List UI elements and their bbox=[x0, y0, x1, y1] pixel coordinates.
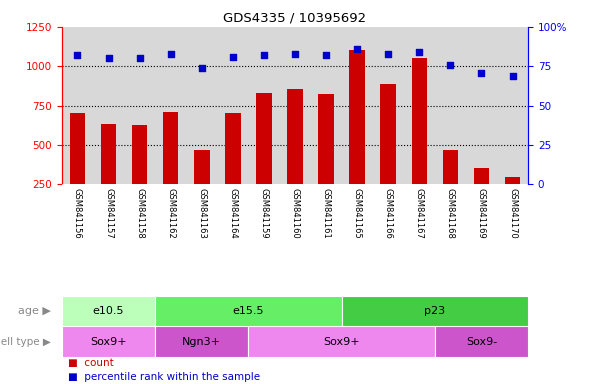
Bar bbox=[318, 94, 334, 184]
Text: ■  count: ■ count bbox=[68, 358, 114, 368]
Point bbox=[73, 52, 82, 58]
Text: Ngn3+: Ngn3+ bbox=[182, 337, 221, 347]
Bar bbox=[163, 112, 178, 184]
Text: GSM841162: GSM841162 bbox=[166, 188, 175, 238]
Text: GSM841160: GSM841160 bbox=[290, 188, 300, 238]
Bar bbox=[349, 50, 365, 184]
Text: GSM841161: GSM841161 bbox=[322, 188, 330, 238]
Point bbox=[228, 54, 238, 60]
Text: cell type ▶: cell type ▶ bbox=[0, 337, 51, 347]
Text: GSM841158: GSM841158 bbox=[135, 188, 144, 238]
Text: GSM841165: GSM841165 bbox=[353, 188, 362, 238]
Point bbox=[104, 55, 113, 61]
Bar bbox=[248, 326, 435, 357]
Text: GSM841168: GSM841168 bbox=[446, 188, 455, 238]
Bar bbox=[381, 84, 396, 184]
Bar bbox=[155, 296, 342, 326]
Bar bbox=[287, 89, 303, 184]
Point bbox=[322, 52, 331, 58]
Point bbox=[135, 55, 145, 61]
Text: GSM841164: GSM841164 bbox=[228, 188, 237, 238]
Text: Sox9+: Sox9+ bbox=[90, 337, 127, 347]
Point bbox=[384, 51, 393, 57]
Bar bbox=[504, 177, 520, 184]
Text: Sox9-: Sox9- bbox=[466, 337, 497, 347]
Bar bbox=[411, 58, 427, 184]
Bar bbox=[62, 296, 155, 326]
Text: e15.5: e15.5 bbox=[232, 306, 264, 316]
Text: GSM841157: GSM841157 bbox=[104, 188, 113, 238]
Text: GSM841156: GSM841156 bbox=[73, 188, 82, 238]
Text: GDS4335 / 10395692: GDS4335 / 10395692 bbox=[224, 12, 366, 25]
Text: GSM841169: GSM841169 bbox=[477, 188, 486, 238]
Bar bbox=[70, 114, 85, 184]
Bar bbox=[101, 124, 116, 184]
Point bbox=[352, 46, 362, 52]
Bar bbox=[256, 93, 271, 184]
Bar bbox=[155, 326, 248, 357]
Bar bbox=[442, 150, 458, 184]
Bar bbox=[62, 326, 155, 357]
Bar bbox=[435, 326, 528, 357]
Text: GSM841163: GSM841163 bbox=[197, 188, 206, 238]
Point bbox=[166, 51, 175, 57]
Bar bbox=[132, 125, 148, 184]
Text: GSM841170: GSM841170 bbox=[508, 188, 517, 238]
Point bbox=[445, 61, 455, 68]
Text: ■  percentile rank within the sample: ■ percentile rank within the sample bbox=[68, 372, 260, 382]
Point bbox=[290, 51, 300, 57]
Text: GSM841159: GSM841159 bbox=[260, 188, 268, 238]
Text: age ▶: age ▶ bbox=[18, 306, 51, 316]
Bar bbox=[194, 150, 209, 184]
Bar bbox=[342, 296, 528, 326]
Point bbox=[197, 65, 206, 71]
Text: GSM841167: GSM841167 bbox=[415, 188, 424, 238]
Point bbox=[259, 52, 268, 58]
Text: p23: p23 bbox=[424, 306, 445, 316]
Bar bbox=[225, 114, 241, 184]
Point bbox=[508, 73, 517, 79]
Point bbox=[477, 70, 486, 76]
Point bbox=[415, 49, 424, 55]
Text: e10.5: e10.5 bbox=[93, 306, 124, 316]
Text: GSM841166: GSM841166 bbox=[384, 188, 393, 238]
Bar bbox=[474, 168, 489, 184]
Text: Sox9+: Sox9+ bbox=[323, 337, 360, 347]
